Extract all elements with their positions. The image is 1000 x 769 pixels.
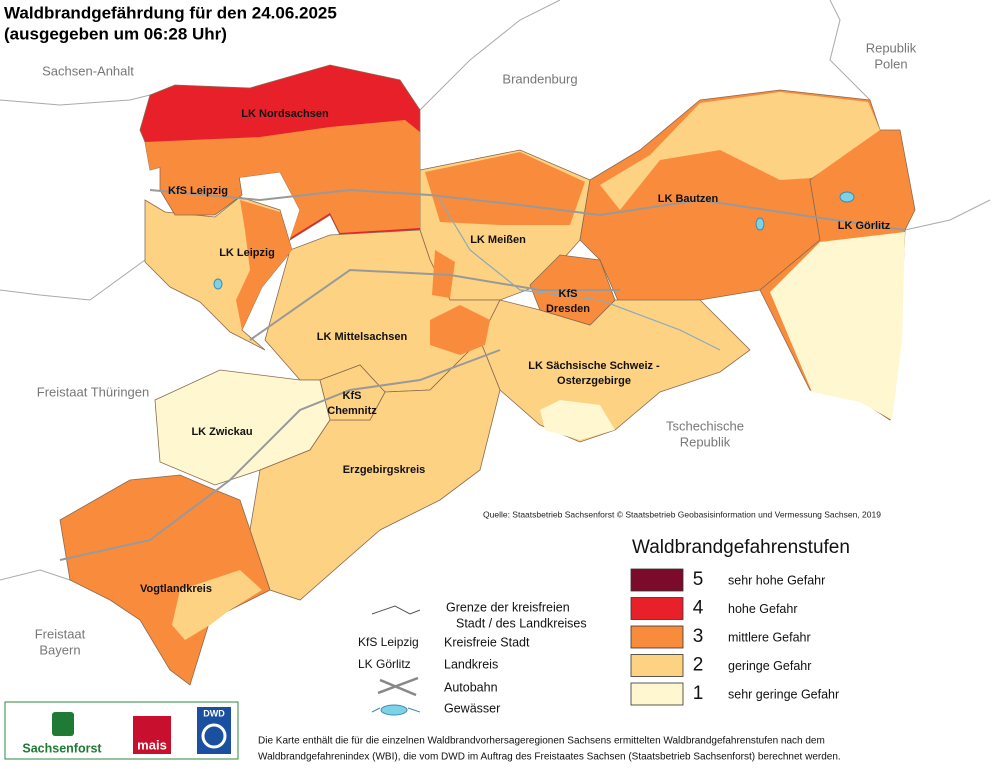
sachsenforst-icon: [52, 712, 74, 736]
neighbor-label: Brandenburg: [502, 71, 577, 86]
region-label: KfS: [343, 390, 362, 402]
legend: Waldbrandgefahrenstufen 5 sehr hohe Gefah…: [630, 537, 850, 706]
legend-level: 1: [693, 683, 704, 704]
region-label: LK Meißen: [470, 234, 526, 246]
key-sample: KfS Leipzig: [358, 635, 419, 649]
key-label: Grenze der kreisfreien: [446, 600, 570, 614]
legend-swatch: [630, 597, 684, 620]
region-label: Osterzgebirge: [557, 375, 631, 387]
legend-label: mittlere Gefahr: [728, 630, 811, 644]
key-label: Kreisfreie Stadt: [444, 635, 530, 649]
region-label: KfS: [559, 288, 578, 300]
legend-label: sehr geringe Gefahr: [728, 687, 839, 701]
region-label: LK Bautzen: [658, 193, 719, 205]
region: [319, 364, 386, 421]
region-label: LK Nordsachsen: [241, 108, 329, 120]
legend-title: Waldbrandgefahrenstufen: [632, 537, 850, 558]
source: Quelle: Staatsbetrieb Sachsenforst © Sta…: [483, 509, 881, 519]
legend-level: 5: [693, 569, 704, 590]
region-label: LK Zwickau: [191, 426, 252, 438]
neighbor-borders: [0, 0, 991, 581]
border-symbol: [371, 605, 421, 615]
key-label: Autobahn: [444, 680, 498, 694]
neighbor-label: Freistaat: [35, 626, 86, 641]
mais-icon: [133, 716, 171, 754]
logo: mais: [137, 737, 167, 752]
region-label: LK Leipzig: [219, 247, 275, 259]
legend-label: hohe Gefahr: [728, 602, 798, 616]
legend-swatch: [630, 682, 684, 706]
title: Waldbrandgefährdung für den 24.06.2025: [4, 3, 337, 22]
region-label: Erzgebirgskreis: [343, 464, 426, 476]
logo-box: Sachsenforst mais DWD: [4, 701, 239, 760]
logo: Sachsenforst: [22, 741, 102, 755]
region-label: Vogtlandkreis: [140, 583, 212, 595]
footnote: Die Karte enthält die für die einzelnen …: [258, 736, 825, 747]
footnote: Waldbrandgefahrenindex (WBI), die vom DW…: [258, 752, 841, 763]
key-sample: LK Görlitz: [358, 657, 411, 671]
neighbor-label: Republik: [866, 40, 917, 55]
autobahn-symbol: [377, 676, 419, 697]
water-symbol: [380, 704, 408, 716]
title: (ausgegeben um 06:28 Uhr): [4, 24, 227, 43]
region-label: Chemnitz: [327, 405, 377, 417]
region: [59, 474, 271, 686]
level-patches: [145, 92, 905, 640]
legend-label: geringe Gefahr: [728, 659, 811, 673]
legend-swatch: [630, 568, 684, 592]
region-label: Dresden: [546, 303, 590, 315]
legend-level: 4: [693, 598, 704, 619]
region-label: LK Mittelsachsen: [317, 331, 408, 343]
neighbor-label: Bayern: [39, 642, 80, 657]
region-label: LK Sächsische Schweiz -: [528, 360, 660, 372]
key-label: Stadt / des Landkreises: [456, 616, 587, 630]
legend-label: sehr hohe Gefahr: [728, 573, 825, 587]
logo: DWD: [203, 708, 225, 718]
key: Grenze der kreisfreien Stadt / des Landkr…: [358, 600, 587, 716]
region-label: KfS Leipzig: [168, 185, 228, 197]
neighbor-label: Freistaat Thüringen: [37, 384, 150, 399]
neighbor-label: Republik: [680, 434, 731, 449]
region-label: LK Görlitz: [838, 220, 891, 232]
legend-level: 2: [693, 655, 704, 676]
dwd-icon: [201, 723, 227, 749]
labels: LK Nordsachsen LK Leipzig KfS Leipzig LK Me…: [35, 40, 917, 657]
key-label: Gewässer: [444, 701, 500, 715]
legend-level: 3: [693, 626, 704, 647]
legend-swatch: [630, 654, 684, 677]
neighbor-label: Polen: [874, 56, 907, 71]
water-symbol: [371, 707, 421, 713]
neighbor-label: Sachsen-Anhalt: [42, 63, 134, 78]
key-label: Landkreis: [444, 657, 498, 671]
neighbor-label: Tschechische: [666, 418, 744, 433]
rivers-roads: [59, 188, 906, 561]
legend-swatch: [630, 625, 684, 649]
